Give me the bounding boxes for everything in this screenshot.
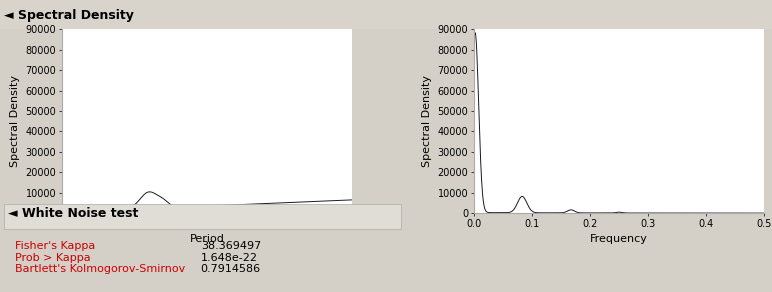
- Text: Fisher's Kappa: Fisher's Kappa: [15, 241, 96, 251]
- Text: ◄ Spectral Density: ◄ Spectral Density: [4, 9, 134, 22]
- Text: Prob > Kappa: Prob > Kappa: [15, 253, 91, 263]
- Text: 38.369497: 38.369497: [201, 241, 261, 251]
- X-axis label: Frequency: Frequency: [590, 234, 648, 244]
- Text: 1.648e-22: 1.648e-22: [201, 253, 258, 263]
- Text: ◄ White Noise test: ◄ White Noise test: [8, 207, 138, 220]
- Y-axis label: Spectral Density: Spectral Density: [10, 75, 20, 167]
- Y-axis label: Spectral Density: Spectral Density: [422, 75, 432, 167]
- X-axis label: Period: Period: [189, 234, 225, 244]
- Text: 0.7914586: 0.7914586: [201, 264, 261, 274]
- Text: Bartlett's Kolmogorov-Smirnov: Bartlett's Kolmogorov-Smirnov: [15, 264, 186, 274]
